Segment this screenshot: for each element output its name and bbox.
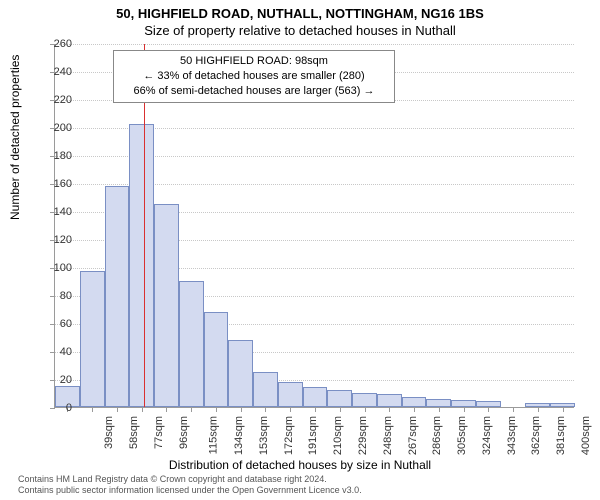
xtick-mark bbox=[117, 407, 118, 412]
xtick-label: 172sqm bbox=[283, 416, 295, 455]
histogram-bar bbox=[129, 124, 154, 407]
xtick-label: 134sqm bbox=[233, 416, 245, 455]
page-title-line1: 50, HIGHFIELD ROAD, NUTHALL, NOTTINGHAM,… bbox=[0, 0, 600, 21]
histogram-bar bbox=[377, 394, 402, 407]
annotation-line1: 50 HIGHFIELD ROAD: 98sqm bbox=[120, 54, 388, 69]
ytick-label: 180 bbox=[42, 150, 72, 162]
histogram-bar bbox=[253, 372, 278, 407]
xtick-mark bbox=[142, 407, 143, 412]
histogram-bar bbox=[426, 399, 451, 407]
xtick-mark bbox=[92, 407, 93, 412]
xtick-label: 153sqm bbox=[258, 416, 270, 455]
xtick-mark bbox=[538, 407, 539, 412]
ytick-label: 260 bbox=[42, 38, 72, 50]
xtick-label: 58sqm bbox=[128, 416, 140, 449]
xtick-mark bbox=[241, 407, 242, 412]
ytick-label: 100 bbox=[42, 262, 72, 274]
histogram-bar bbox=[352, 393, 377, 407]
histogram-bar bbox=[228, 340, 253, 407]
xtick-label: 305sqm bbox=[456, 416, 468, 455]
xtick-mark bbox=[265, 407, 266, 412]
xtick-mark bbox=[513, 407, 514, 412]
xtick-label: 115sqm bbox=[208, 416, 220, 454]
xtick-label: 267sqm bbox=[407, 416, 419, 455]
histogram-bar bbox=[105, 186, 130, 407]
annotation-line3: 66% of semi-detached houses are larger (… bbox=[120, 84, 388, 99]
xtick-label: 210sqm bbox=[332, 416, 344, 455]
xtick-mark bbox=[365, 407, 366, 412]
xtick-label: 400sqm bbox=[580, 416, 592, 455]
histogram-bar bbox=[451, 400, 476, 407]
ytick-label: 120 bbox=[42, 234, 72, 246]
xtick-label: 343sqm bbox=[506, 416, 518, 455]
ytick-label: 60 bbox=[42, 318, 72, 330]
histogram-bar bbox=[278, 382, 303, 407]
xtick-mark bbox=[216, 407, 217, 412]
annotation-box: 50 HIGHFIELD ROAD: 98sqm← 33% of detache… bbox=[113, 50, 395, 103]
xtick-label: 248sqm bbox=[382, 416, 394, 455]
xtick-label: 96sqm bbox=[178, 416, 190, 449]
y-axis-label: Number of detached properties bbox=[8, 55, 22, 220]
xtick-mark bbox=[488, 407, 489, 412]
histogram-bar bbox=[154, 204, 179, 407]
xtick-label: 39sqm bbox=[103, 416, 115, 449]
ytick-label: 140 bbox=[42, 206, 72, 218]
annotation-line2: ← 33% of detached houses are smaller (28… bbox=[120, 69, 388, 84]
histogram-bar bbox=[303, 387, 328, 407]
xtick-mark bbox=[464, 407, 465, 412]
histogram-bar bbox=[179, 281, 204, 407]
xtick-label: 286sqm bbox=[431, 416, 443, 455]
ytick-label: 240 bbox=[42, 66, 72, 78]
xtick-mark bbox=[340, 407, 341, 412]
xtick-label: 191sqm bbox=[308, 416, 320, 455]
plot-area: 50 HIGHFIELD ROAD: 98sqm← 33% of detache… bbox=[54, 44, 574, 408]
gridline bbox=[55, 44, 574, 45]
ytick-label: 200 bbox=[42, 122, 72, 134]
ytick-label: 20 bbox=[42, 374, 72, 386]
xtick-label: 229sqm bbox=[357, 416, 369, 455]
xtick-label: 324sqm bbox=[481, 416, 493, 455]
ytick-label: 160 bbox=[42, 178, 72, 190]
ytick-label: 220 bbox=[42, 94, 72, 106]
xtick-mark bbox=[166, 407, 167, 412]
histogram-bar bbox=[204, 312, 229, 407]
xtick-mark bbox=[290, 407, 291, 412]
page-title-line2: Size of property relative to detached ho… bbox=[0, 21, 600, 42]
xtick-label: 362sqm bbox=[530, 416, 542, 455]
ytick-label: 0 bbox=[42, 402, 72, 414]
footer-line1: Contains HM Land Registry data © Crown c… bbox=[18, 474, 362, 485]
ytick-label: 40 bbox=[42, 346, 72, 358]
xtick-mark bbox=[439, 407, 440, 412]
xtick-mark bbox=[563, 407, 564, 412]
histogram-bar bbox=[402, 397, 427, 407]
histogram-bar bbox=[327, 390, 352, 407]
xtick-mark bbox=[414, 407, 415, 412]
xtick-mark bbox=[191, 407, 192, 412]
chart-area: 50 HIGHFIELD ROAD: 98sqm← 33% of detache… bbox=[54, 44, 574, 408]
xtick-label: 77sqm bbox=[153, 416, 165, 449]
x-axis-label: Distribution of detached houses by size … bbox=[0, 458, 600, 472]
xtick-mark bbox=[315, 407, 316, 412]
footer-line2: Contains public sector information licen… bbox=[18, 485, 362, 496]
ytick-label: 80 bbox=[42, 290, 72, 302]
footer-attribution: Contains HM Land Registry data © Crown c… bbox=[18, 474, 362, 496]
xtick-mark bbox=[389, 407, 390, 412]
xtick-label: 381sqm bbox=[555, 416, 567, 455]
histogram-bar bbox=[80, 271, 105, 407]
